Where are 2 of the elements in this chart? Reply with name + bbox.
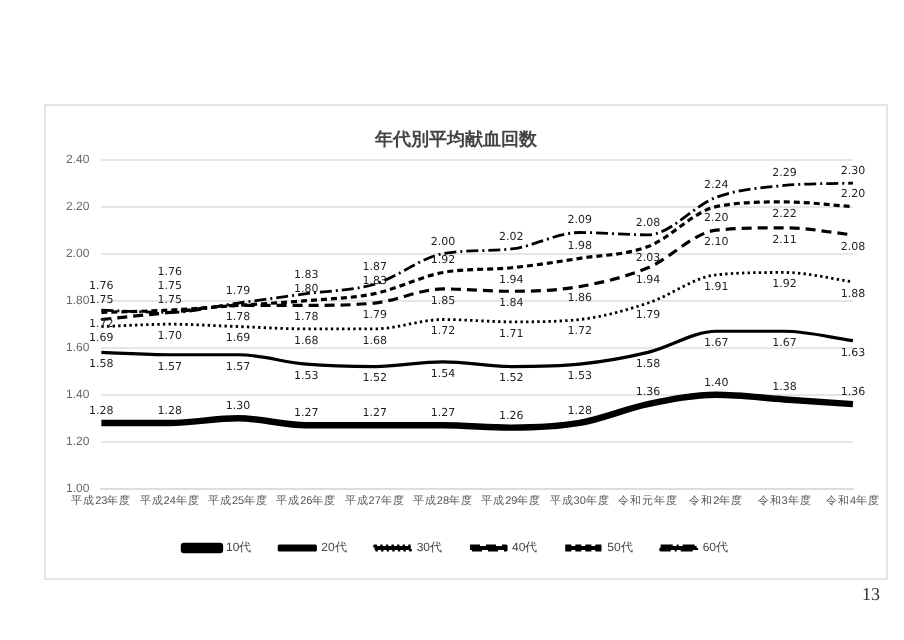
text: 13 [860, 584, 880, 604]
chart-title: 年代別平均献血回数 [373, 129, 539, 152]
